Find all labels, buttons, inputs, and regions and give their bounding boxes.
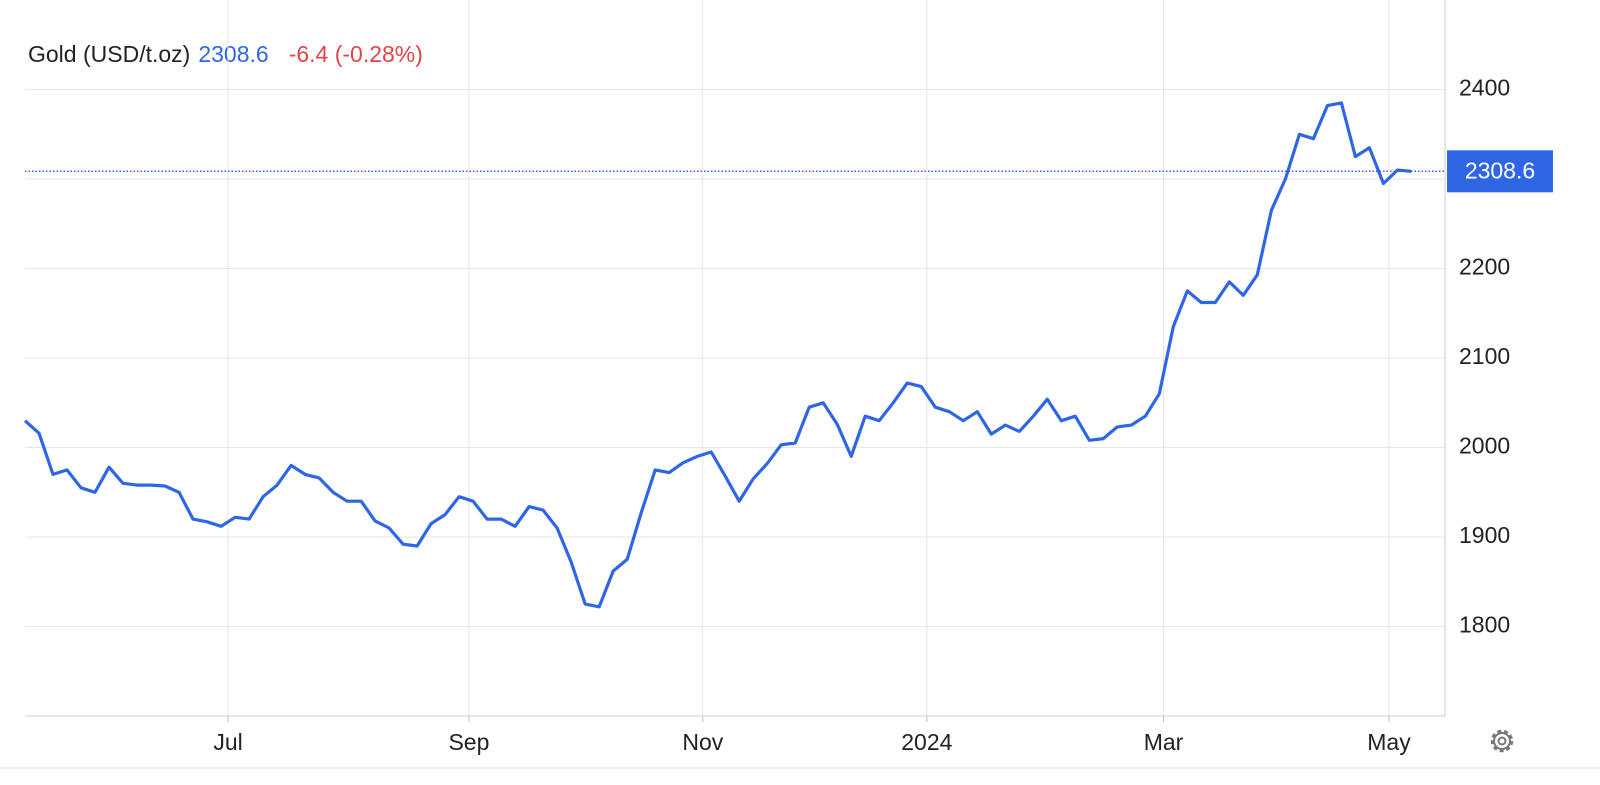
x-tick-label: May bbox=[1367, 729, 1411, 755]
chart-title: Gold (USD/t.oz) bbox=[28, 41, 190, 67]
header: Gold (USD/t.oz) 2308.6 -6.4 (-0.28%) bbox=[28, 41, 423, 67]
y-tick-label: 2100 bbox=[1459, 343, 1510, 369]
settings-icon[interactable] bbox=[1490, 729, 1514, 753]
x-tick-label: Sep bbox=[448, 729, 489, 755]
x-tick-label: Jul bbox=[213, 729, 242, 755]
last-price: 2308.6 bbox=[198, 41, 268, 67]
y-tick-label: 1800 bbox=[1459, 612, 1510, 638]
x-tick-label: Mar bbox=[1144, 729, 1184, 755]
price-change: -6.4 (-0.28%) bbox=[289, 41, 423, 67]
last-price-box bbox=[1447, 150, 1553, 193]
y-tick-label: 2200 bbox=[1459, 254, 1510, 280]
last-price-label: 2308.6 bbox=[1465, 157, 1535, 183]
y-tick-label: 1900 bbox=[1459, 522, 1510, 548]
x-tick-label: 2024 bbox=[901, 729, 952, 755]
y-tick-label: 2000 bbox=[1459, 433, 1510, 459]
price-line bbox=[23, 101, 1412, 609]
x-tick-label: Nov bbox=[682, 729, 723, 755]
y-tick-label: 2400 bbox=[1459, 75, 1510, 101]
